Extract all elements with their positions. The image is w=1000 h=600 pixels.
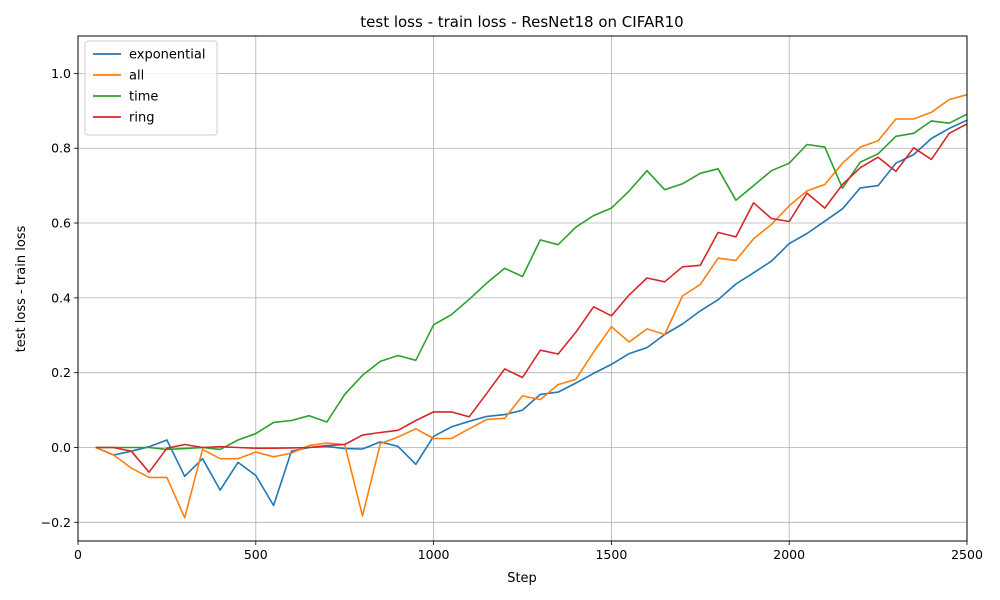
series-line-all bbox=[95, 93, 968, 519]
x-tick-label: 2500 bbox=[951, 547, 983, 562]
x-axis-label: Step bbox=[507, 571, 537, 586]
y-tick-label: 0.2 bbox=[51, 365, 71, 380]
legend-box bbox=[84, 40, 218, 136]
y-tick-label: 1.0 bbox=[51, 66, 71, 81]
x-tick-label: 1500 bbox=[595, 547, 627, 562]
legend-label-exponential: exponential bbox=[129, 48, 205, 63]
series-line-exponential bbox=[95, 119, 968, 507]
x-tick-label: 1000 bbox=[418, 547, 450, 562]
y-axis-label: test loss - train loss bbox=[14, 225, 29, 352]
series-line-time bbox=[95, 113, 968, 451]
x-tick-label: 0 bbox=[74, 547, 82, 562]
plot-frame bbox=[77, 35, 968, 542]
legend-label-time: time bbox=[129, 90, 158, 105]
y-tick-label: 0.6 bbox=[51, 216, 71, 231]
legend: exponential all time ring bbox=[84, 40, 218, 136]
chart-title: test loss - train loss - ResNet18 on CIF… bbox=[360, 13, 683, 31]
y-tick-label: 0.8 bbox=[51, 141, 71, 156]
y-tick-label: 0.4 bbox=[51, 290, 71, 305]
x-tick-label: 2000 bbox=[773, 547, 805, 562]
series-line-ring bbox=[95, 123, 968, 474]
series-lines bbox=[95, 93, 968, 519]
axis-ticks: 0 500 1000 1500 2000 2500 −0.2 0.0 0.2 0.4 0.6 0.8 1… bbox=[41, 66, 983, 562]
legend-label-ring: ring bbox=[129, 111, 154, 126]
x-tick-label: 500 bbox=[244, 547, 268, 562]
legend-label-all: all bbox=[129, 69, 144, 84]
y-tick-label: 0.0 bbox=[51, 440, 71, 455]
y-tick-label: −0.2 bbox=[41, 515, 71, 530]
